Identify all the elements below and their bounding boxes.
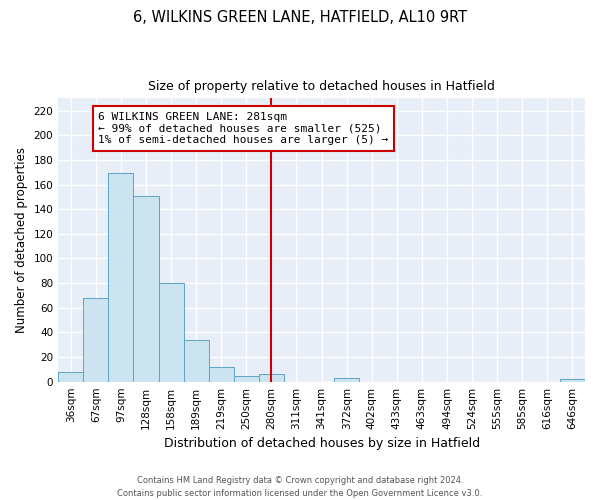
Text: 6 WILKINS GREEN LANE: 281sqm
← 99% of detached houses are smaller (525)
1% of se: 6 WILKINS GREEN LANE: 281sqm ← 99% of de…	[98, 112, 389, 145]
Bar	[184, 340, 209, 382]
Bar	[158, 283, 184, 382]
Bar	[83, 298, 109, 382]
X-axis label: Distribution of detached houses by size in Hatfield: Distribution of detached houses by size …	[164, 437, 479, 450]
Bar	[109, 174, 133, 382]
Bar	[334, 378, 359, 382]
Bar	[234, 376, 259, 382]
Bar	[259, 374, 284, 382]
Text: 6, WILKINS GREEN LANE, HATFIELD, AL10 9RT: 6, WILKINS GREEN LANE, HATFIELD, AL10 9R…	[133, 10, 467, 25]
Bar	[58, 372, 83, 382]
Bar	[560, 379, 585, 382]
Bar	[209, 367, 234, 382]
Text: Contains HM Land Registry data © Crown copyright and database right 2024.
Contai: Contains HM Land Registry data © Crown c…	[118, 476, 482, 498]
Title: Size of property relative to detached houses in Hatfield: Size of property relative to detached ho…	[148, 80, 495, 93]
Bar	[133, 196, 158, 382]
Y-axis label: Number of detached properties: Number of detached properties	[15, 147, 28, 333]
